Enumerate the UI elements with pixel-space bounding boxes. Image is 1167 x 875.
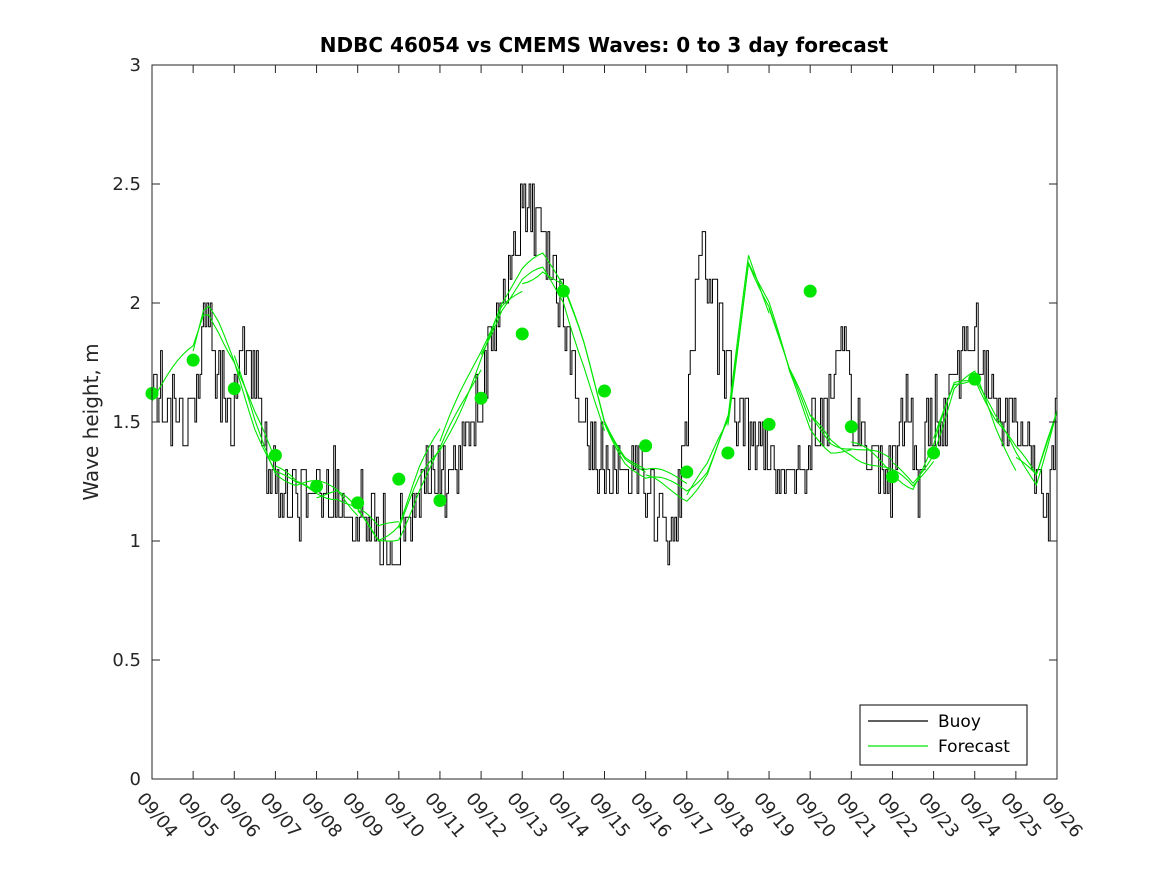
x-tick-label-7: 09/11 [420,789,469,842]
x-tick-label-5: 09/09 [338,789,387,842]
forecast-run-16 [809,414,935,487]
forecast-point-8 [474,391,488,405]
y-tick-label-6: 3 [130,55,141,76]
buoy-series-layer [152,183,1057,566]
x-tick-label-15: 09/19 [749,789,798,842]
chart-title: NDBC 46054 vs CMEMS Waves: 0 to 3 day fo… [320,33,889,57]
forecast-run-2 [233,355,359,516]
forecast-point-20 [968,372,982,386]
forecast-point-11 [598,384,611,398]
x-tick-label-10: 09/14 [544,789,593,842]
x-tick-label-1: 09/05 [173,789,222,842]
x-tick-label-11: 09/15 [585,789,634,842]
forecast-run-20 [974,377,1058,487]
forecast-point-14 [721,446,735,460]
forecast-points-layer [145,284,982,510]
y-tick-label-3: 1.5 [112,412,141,433]
forecast-run-12 [645,255,770,502]
x-tick-label-20: 09/24 [955,789,1004,842]
x-tick-label-18: 09/22 [873,789,922,842]
x-tick-label-13: 09/17 [667,789,716,842]
x-tick-label-8: 09/12 [461,789,510,842]
forecast-point-16 [803,284,817,298]
x-tick-label-12: 09/16 [626,789,675,842]
y-tick-label-2: 1 [130,531,141,552]
forecast-point-10 [556,284,570,298]
x-tick-label-14: 09/18 [708,789,757,842]
forecast-point-19 [927,446,941,460]
y-tick-label-4: 2 [130,293,141,314]
forecast-point-4 [310,479,324,493]
forecast-run-7 [439,252,564,442]
forecast-point-2 [227,382,241,396]
y-tick-label-0: 0 [130,769,141,790]
forecast-point-9 [515,327,529,341]
forecast-run-14 [727,260,852,454]
frame-layer [151,64,1058,780]
forecast-point-6 [392,472,406,486]
x-tick-label-16: 09/20 [790,789,839,842]
forecast-point-13 [680,465,694,479]
y-tick-label-5: 2.5 [112,174,141,195]
legend-label-buoy: Buoy [938,712,981,732]
forecast-run-8 [480,266,606,431]
y-tick-label-1: 0.5 [112,650,141,671]
y-axis-label: Wave height, m [79,343,103,500]
forecast-run-18 [892,370,1017,485]
x-tick-label-9: 09/13 [502,789,551,842]
x-tick-label-21: 09/25 [996,789,1045,842]
legend-label-forecast: Forecast [938,737,1010,757]
x-tick-label-6: 09/10 [379,789,428,842]
forecast-point-1 [186,353,200,367]
forecast-run-5 [357,369,482,542]
forecast-series-layer [151,252,1058,542]
forecast-run-17 [851,379,975,491]
forecast-run-0 [151,314,276,462]
forecast-run-11 [603,415,729,492]
forecast-run-3 [275,465,399,527]
plot-frame [151,64,1058,780]
buoy-series-line [152,183,1057,566]
x-tick-label-4: 09/08 [297,789,346,842]
forecast-point-7 [433,494,447,508]
forecast-run-21 [1015,411,1058,476]
forecast-point-17 [844,420,858,434]
legend-box [859,704,1028,766]
forecast-run-10 [562,286,688,484]
forecast-run-15 [768,308,893,461]
forecast-point-18 [885,470,899,484]
forecast-point-12 [639,439,653,453]
forecast-run-6 [398,290,523,529]
x-tick-label-17: 09/21 [831,789,880,842]
x-tick-label-3: 09/07 [256,789,305,842]
forecast-point-15 [762,417,776,431]
forecast-point-5 [351,496,365,510]
forecast-point-3 [268,448,282,462]
x-tick-label-22: 09/26 [1037,789,1086,842]
legend: Buoy Forecast [859,704,1028,766]
x-tick-label-2: 09/06 [214,789,263,842]
forecast-run-1 [192,305,317,493]
x-tick-label-19: 09/23 [914,789,963,842]
x-tick-label-0: 09/04 [132,789,181,842]
